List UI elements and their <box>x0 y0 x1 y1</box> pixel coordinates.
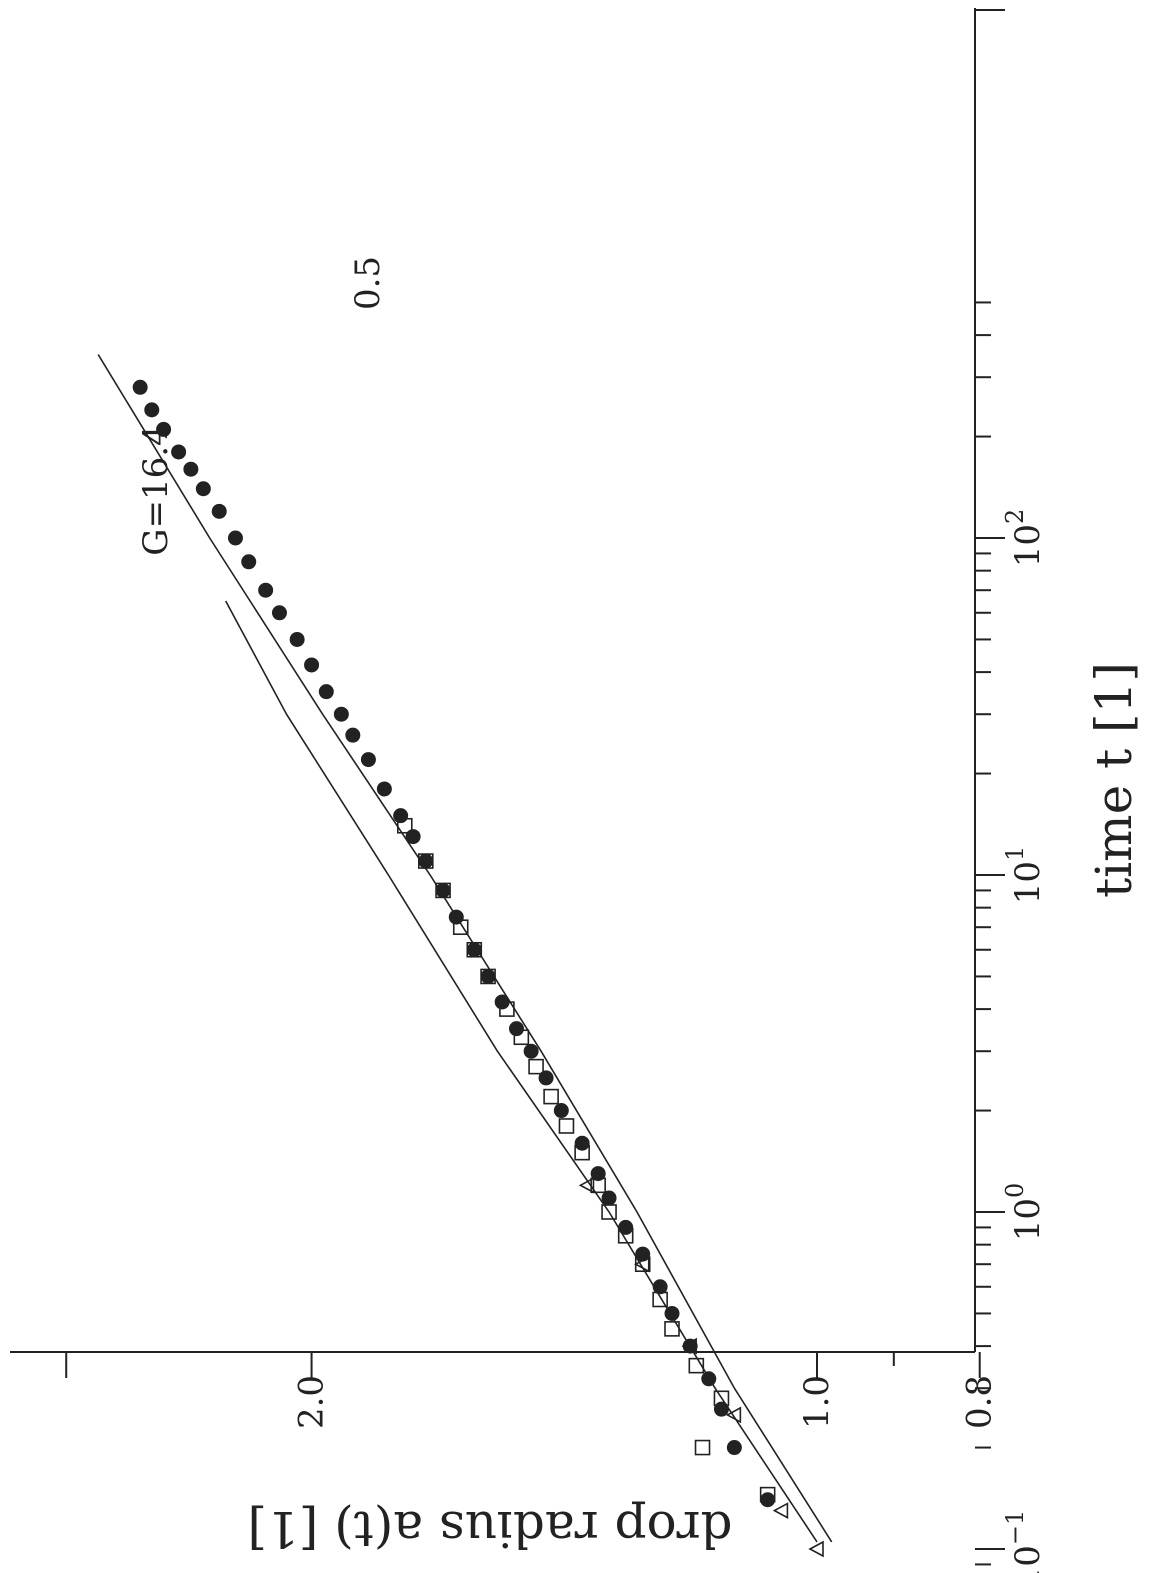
data-point-square <box>452 919 469 936</box>
data-point-circle <box>480 968 496 984</box>
data-point-square <box>543 1088 559 1105</box>
data-point-square <box>759 1486 776 1503</box>
data-point-circle <box>289 631 305 647</box>
data-point-circle <box>156 421 172 437</box>
data-point-circle <box>726 1440 742 1456</box>
data-point-square <box>558 1118 575 1134</box>
data-point-circle <box>590 1166 606 1182</box>
data-point-square <box>396 817 413 834</box>
data-point-circle <box>183 461 199 477</box>
data-point-circle <box>227 530 243 546</box>
data-point-triangle <box>634 1255 650 1273</box>
data-point-square <box>713 1390 730 1407</box>
data-point-square <box>435 882 451 899</box>
data-point-circle <box>701 1371 717 1387</box>
data-point-circle <box>144 402 160 418</box>
data-point-circle <box>652 1279 668 1295</box>
data-point-square <box>480 968 496 985</box>
data-point-circle <box>618 1219 634 1235</box>
fit-curve <box>224 600 818 1543</box>
data-point-square <box>528 1058 544 1075</box>
data-point-circle <box>405 829 421 845</box>
data-point-triangle <box>772 1502 789 1519</box>
data-point-square <box>513 1029 530 1046</box>
data-point-square <box>688 1357 705 1374</box>
data-point-circle <box>132 379 148 395</box>
time-axis-title: time t [1] <box>1085 662 1143 898</box>
data-point-circle <box>508 1021 524 1037</box>
data-point-square <box>590 1177 606 1194</box>
data-point-circle <box>448 909 464 925</box>
data-point-circle <box>318 684 334 700</box>
data-point-circle <box>241 554 257 570</box>
data-point-circle <box>682 1338 698 1354</box>
data-point-circle <box>601 1190 617 1206</box>
data-point-square <box>466 941 483 958</box>
data-point-square <box>574 1144 590 1161</box>
data-point-circle <box>333 706 349 722</box>
data-point-circle <box>393 808 409 824</box>
data-point-circle <box>466 942 482 958</box>
data-point-triangle <box>808 1540 824 1558</box>
data-point-circle <box>258 582 274 598</box>
data-point-circle <box>435 882 451 898</box>
time-tick-label: 10−1 <box>1001 1510 1049 1573</box>
data-point-square <box>664 1321 680 1337</box>
time-tick-label: 102 <box>1001 509 1049 568</box>
time-tick-label: 101 <box>1001 846 1049 905</box>
data-point-triangle <box>681 1337 697 1355</box>
axes <box>10 8 1005 1566</box>
fit-curves <box>97 354 833 1543</box>
data-point-circle <box>760 1492 776 1508</box>
data-points <box>132 379 824 1558</box>
curve-label: G=16.4 <box>136 424 176 555</box>
fit-curve <box>97 354 833 1543</box>
radius-tick-label: 2.0 <box>292 1375 332 1429</box>
data-point-triangle <box>725 1406 742 1424</box>
data-point-circle <box>664 1305 680 1321</box>
data-point-square <box>417 853 434 869</box>
data-point-square <box>499 1001 515 1017</box>
data-point-circle <box>171 444 187 460</box>
data-point-square <box>617 1227 634 1244</box>
data-point-circle <box>574 1135 590 1151</box>
data-point-circle <box>523 1043 539 1059</box>
data-point-circle <box>345 727 361 743</box>
data-point-circle <box>376 781 392 797</box>
data-point-triangle <box>578 1176 595 1194</box>
time-tick-label: 100 <box>1001 1183 1049 1242</box>
data-point-square <box>694 1439 711 1456</box>
radius-tick-label: 1.0 <box>797 1375 837 1429</box>
curve-label: 0.5 <box>348 256 388 310</box>
data-point-circle <box>418 853 434 869</box>
data-point-circle <box>271 605 287 621</box>
radius-tick-label: 0.8 <box>960 1375 1000 1429</box>
data-point-square <box>652 1291 668 1308</box>
data-point-circle <box>538 1070 554 1086</box>
data-point-circle <box>211 503 227 519</box>
data-point-square <box>601 1204 617 1220</box>
radius-axis-title: drop radius a(t) [1] <box>247 1500 732 1558</box>
data-point-circle <box>553 1103 569 1119</box>
data-point-circle <box>304 657 320 673</box>
data-point-circle <box>360 752 376 768</box>
data-point-circle <box>195 481 211 497</box>
